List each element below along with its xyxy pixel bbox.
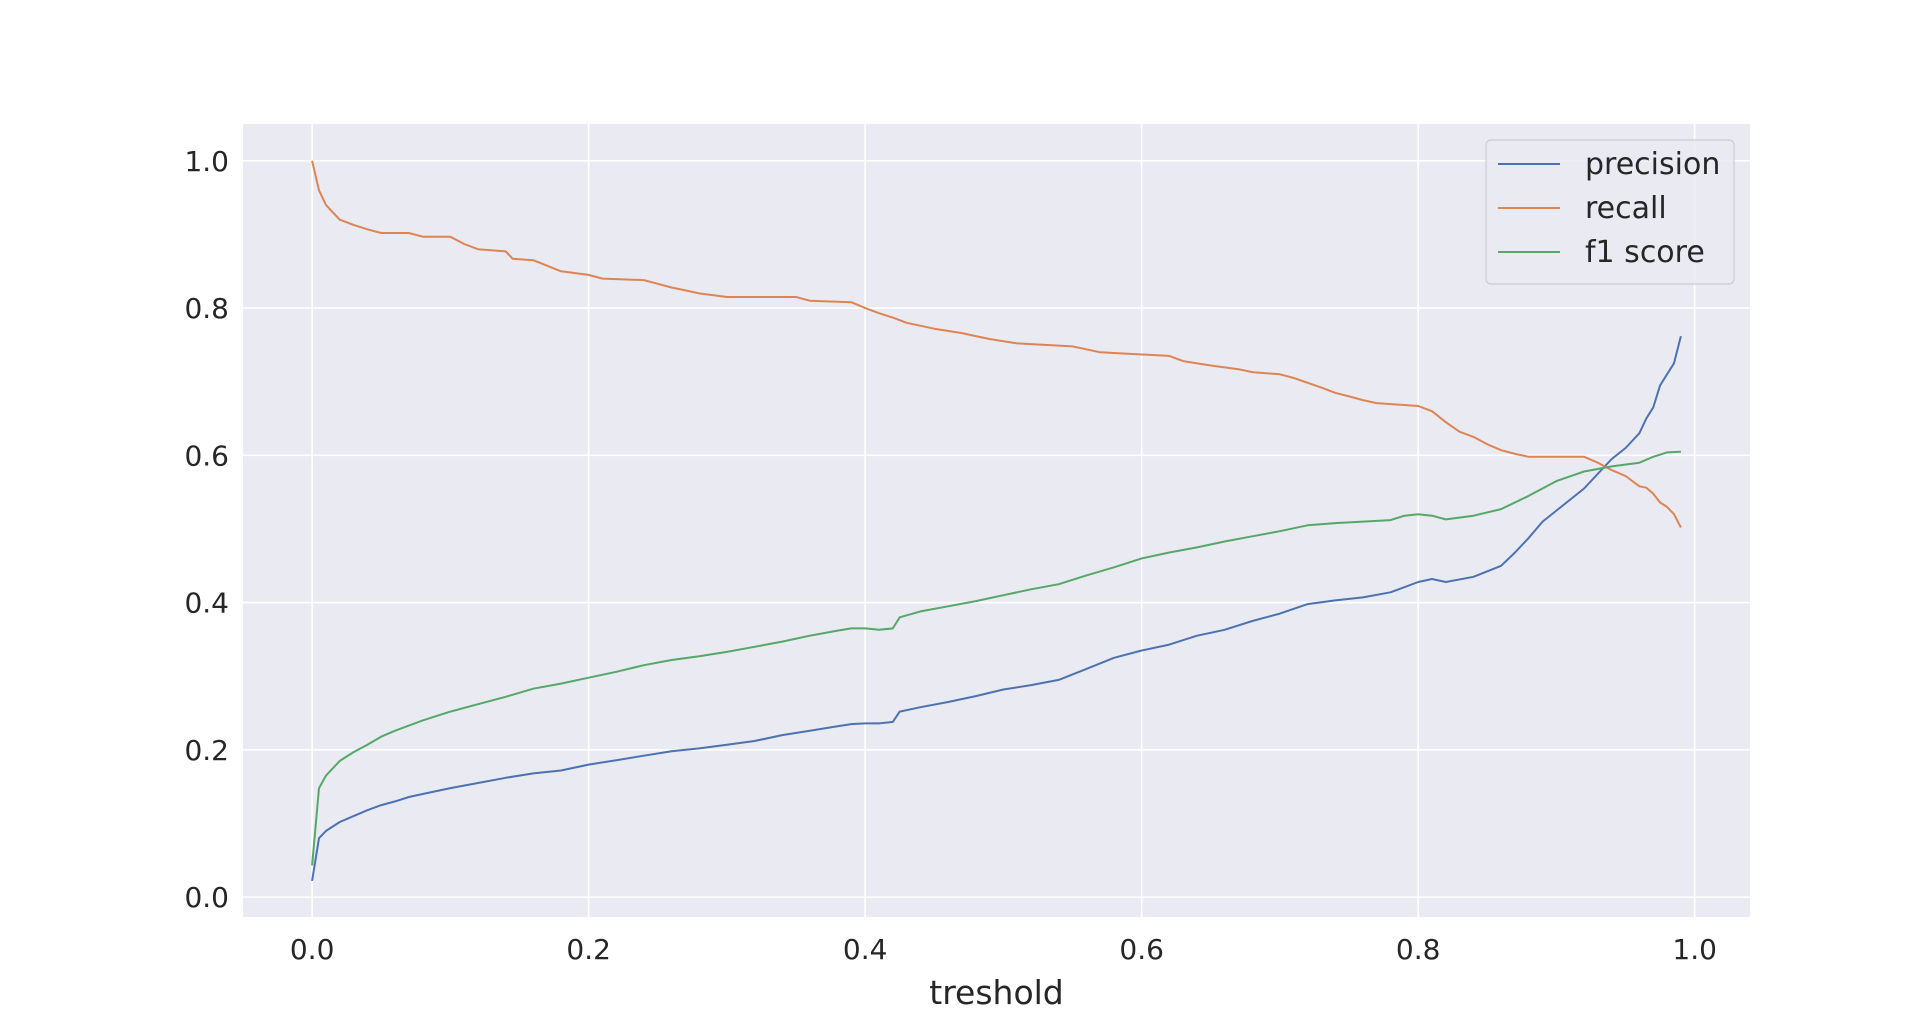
- legend: precision recall f1 score: [1485, 139, 1735, 285]
- y-tick-label: 0.4: [184, 587, 229, 620]
- y-tick-label: 0.0: [184, 881, 229, 914]
- x-tick-label: 0.6: [1119, 933, 1164, 966]
- y-tick-label: 0.2: [184, 734, 229, 767]
- x-tick-label: 0.0: [290, 933, 335, 966]
- y-tick-label: 0.8: [184, 292, 229, 325]
- legend-label: recall: [1585, 191, 1667, 226]
- legend-label: f1 score: [1585, 235, 1705, 270]
- y-tick-label: 1.0: [184, 145, 229, 178]
- x-tick-label: 0.4: [843, 933, 888, 966]
- series-lines: [311, 160, 1682, 882]
- x-tick-label: 0.2: [566, 933, 611, 966]
- x-axis-label: treshold: [929, 973, 1064, 1012]
- grid-lines: [243, 124, 1750, 917]
- legend-label: precision: [1585, 147, 1720, 182]
- y-tick-label: 0.6: [184, 439, 229, 472]
- series-line-1: [311, 160, 1682, 528]
- legend-box: [1485, 139, 1735, 285]
- tick-labels: 0.0 0.2 0.4 0.6 0.8 1.0 0.0 0.2 0.4 0.6 0.8 1.0: [184, 145, 1716, 966]
- x-tick-label: 0.8: [1396, 933, 1441, 966]
- series-line-2: [311, 450, 1681, 866]
- series-line-0: [311, 335, 1682, 882]
- x-tick-label: 1.0: [1672, 933, 1717, 966]
